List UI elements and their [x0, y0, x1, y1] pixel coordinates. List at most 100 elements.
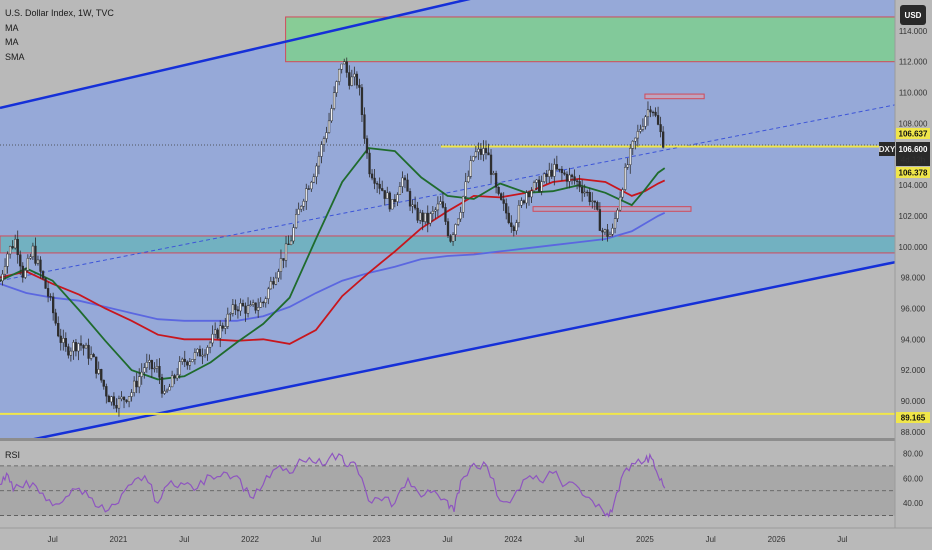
rsi-pane[interactable]: RSI [0, 441, 895, 528]
legend[interactable]: U.S. Dollar Index, 1W, TVC MA MA SMA [5, 8, 114, 62]
zone-top-box[interactable] [644, 93, 705, 100]
candle [626, 158, 629, 170]
candle [482, 140, 485, 162]
time-axis[interactable]: Jul 2021 Jul 2022 Jul 2023 Jul 2024 Jul 2025 Jul 20… [48, 535, 848, 544]
candle [424, 212, 427, 225]
candle [522, 199, 526, 205]
candle [241, 299, 245, 307]
currency-button[interactable]: USD [900, 5, 926, 25]
ma-fast-line [0, 147, 666, 381]
candle [150, 359, 154, 378]
lower-price-text: 106.378 [899, 169, 928, 178]
candle [229, 312, 232, 321]
candle [540, 175, 543, 196]
candle [67, 343, 70, 359]
candle [284, 236, 288, 268]
candle [219, 320, 222, 348]
candle [254, 302, 257, 314]
candle [52, 292, 55, 321]
support-price-tag [896, 412, 930, 423]
candle [79, 335, 83, 351]
price-axis[interactable] [895, 0, 932, 550]
candle [191, 359, 194, 363]
candle [335, 80, 338, 97]
candle [446, 218, 450, 239]
candle [181, 357, 184, 365]
candle [560, 166, 564, 181]
candle [646, 101, 650, 126]
zone-low-box[interactable] [532, 206, 692, 212]
candle [353, 66, 356, 86]
candle [520, 197, 523, 208]
legend-item-sma[interactable]: SMA [5, 52, 25, 62]
candle [598, 202, 602, 231]
legend-item-ma-mid[interactable]: MA [5, 37, 19, 47]
candle [613, 212, 617, 234]
candle [327, 112, 331, 134]
candle [105, 383, 108, 404]
candle [26, 254, 29, 273]
price-tick-label: 100.000 [899, 243, 928, 252]
candle [515, 219, 518, 235]
candle [300, 205, 303, 213]
candle [621, 187, 624, 200]
candle [396, 192, 399, 207]
price-tick-label: 108.000 [899, 119, 928, 128]
candle [393, 194, 397, 208]
candle [436, 196, 440, 217]
zone-teal[interactable] [0, 235, 895, 254]
legend-item-ma-fast[interactable]: MA [5, 23, 19, 33]
candle [459, 206, 462, 222]
candle [221, 322, 224, 332]
candle [249, 300, 252, 307]
candle [502, 192, 505, 211]
candle [198, 345, 202, 357]
candle [155, 359, 159, 373]
candle [535, 179, 538, 191]
candle [487, 143, 490, 156]
candle [100, 368, 103, 383]
candle [315, 163, 318, 185]
candle [64, 332, 67, 352]
candle [573, 169, 576, 185]
candle [616, 207, 619, 223]
currency-button-label: USD [905, 11, 922, 20]
candle [581, 179, 584, 202]
price-pane[interactable] [0, 0, 895, 446]
candle [282, 258, 285, 269]
candle [565, 171, 569, 188]
candle [3, 258, 7, 280]
candle [532, 180, 536, 193]
candle [411, 199, 414, 214]
zone-green[interactable] [285, 16, 895, 63]
candle [517, 200, 521, 228]
candle [236, 306, 240, 319]
candle [138, 368, 141, 394]
candle [132, 376, 136, 397]
candle [188, 358, 191, 370]
candle [611, 223, 614, 237]
time-tick-label: Jul [48, 535, 58, 544]
candle [178, 356, 181, 379]
rsi-tick-label: 60.00 [903, 474, 924, 483]
candle [360, 83, 364, 123]
candle [606, 223, 609, 242]
candle [636, 124, 639, 147]
candle [416, 201, 419, 224]
candle [302, 198, 305, 211]
channel-lower-line[interactable] [0, 260, 895, 446]
candle [591, 192, 594, 209]
candle [259, 297, 262, 308]
candle [656, 106, 660, 126]
pane-separator[interactable] [0, 438, 932, 441]
candle [586, 189, 589, 197]
channel-median-line[interactable] [0, 104, 895, 282]
channel-upper-line[interactable] [0, 0, 665, 110]
candle [19, 250, 22, 275]
candle [421, 209, 424, 231]
candle [312, 173, 316, 184]
candle [358, 78, 361, 96]
candle [16, 230, 19, 264]
candle [413, 196, 417, 211]
